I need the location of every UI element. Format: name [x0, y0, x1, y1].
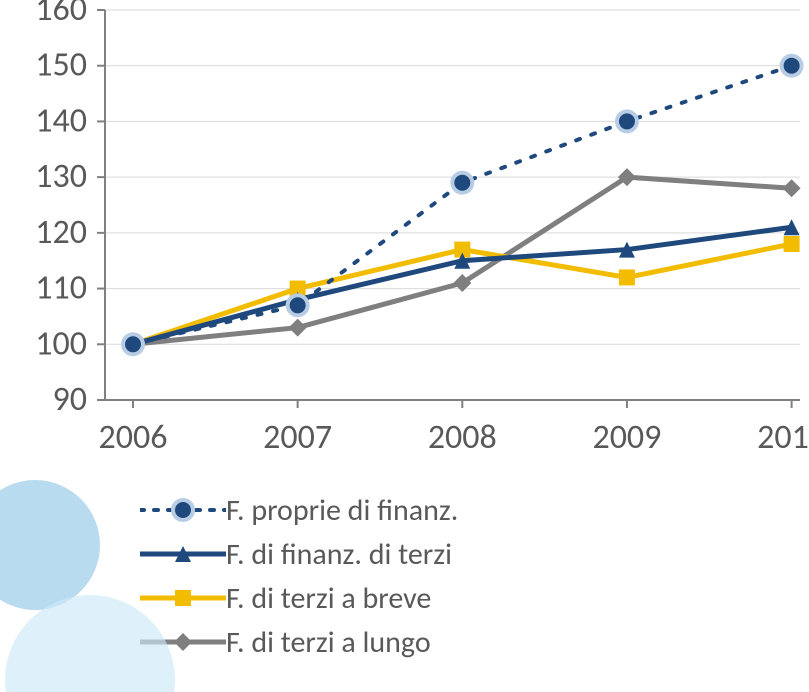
- svg-text:2006: 2006: [99, 417, 168, 458]
- svg-text:2008: 2008: [428, 417, 497, 458]
- line-chart: 90 100 110 120 130 140 150 160 2006 2007 2008 2009 2…: [0, 0, 809, 480]
- svg-text:90: 90: [53, 379, 87, 420]
- legend-label: F. di finanz. di terzi: [226, 536, 452, 573]
- legend-item-terzi: F. di finanz. di terzi: [140, 532, 458, 576]
- legend-item-proprie: F. proprie di finanz.: [140, 488, 458, 532]
- legend-label: F. di terzi a breve: [226, 580, 431, 617]
- svg-text:110: 110: [35, 268, 87, 309]
- legend-label: F. di terzi a lungo: [226, 624, 431, 661]
- svg-text:120: 120: [35, 212, 87, 253]
- series-proprie: [121, 54, 804, 357]
- legend-item-lungo: F. di terzi a lungo: [140, 620, 458, 664]
- svg-text:130: 130: [35, 156, 87, 197]
- legend-label: F. proprie di finanz.: [226, 492, 458, 529]
- legend-item-breve: F. di terzi a breve: [140, 576, 458, 620]
- svg-text:2007: 2007: [263, 417, 332, 458]
- svg-text:150: 150: [35, 45, 87, 86]
- svg-text:160: 160: [35, 0, 87, 30]
- svg-text:2009: 2009: [592, 417, 661, 458]
- legend: F. proprie di finanz. F. di finanz. di te…: [140, 488, 458, 664]
- chart-container: 90 100 110 120 130 140 150 160 2006 2007 2008 2009 2…: [0, 0, 809, 692]
- svg-text:100: 100: [35, 323, 87, 364]
- svg-text:2010: 2010: [757, 417, 809, 458]
- svg-text:140: 140: [35, 100, 87, 141]
